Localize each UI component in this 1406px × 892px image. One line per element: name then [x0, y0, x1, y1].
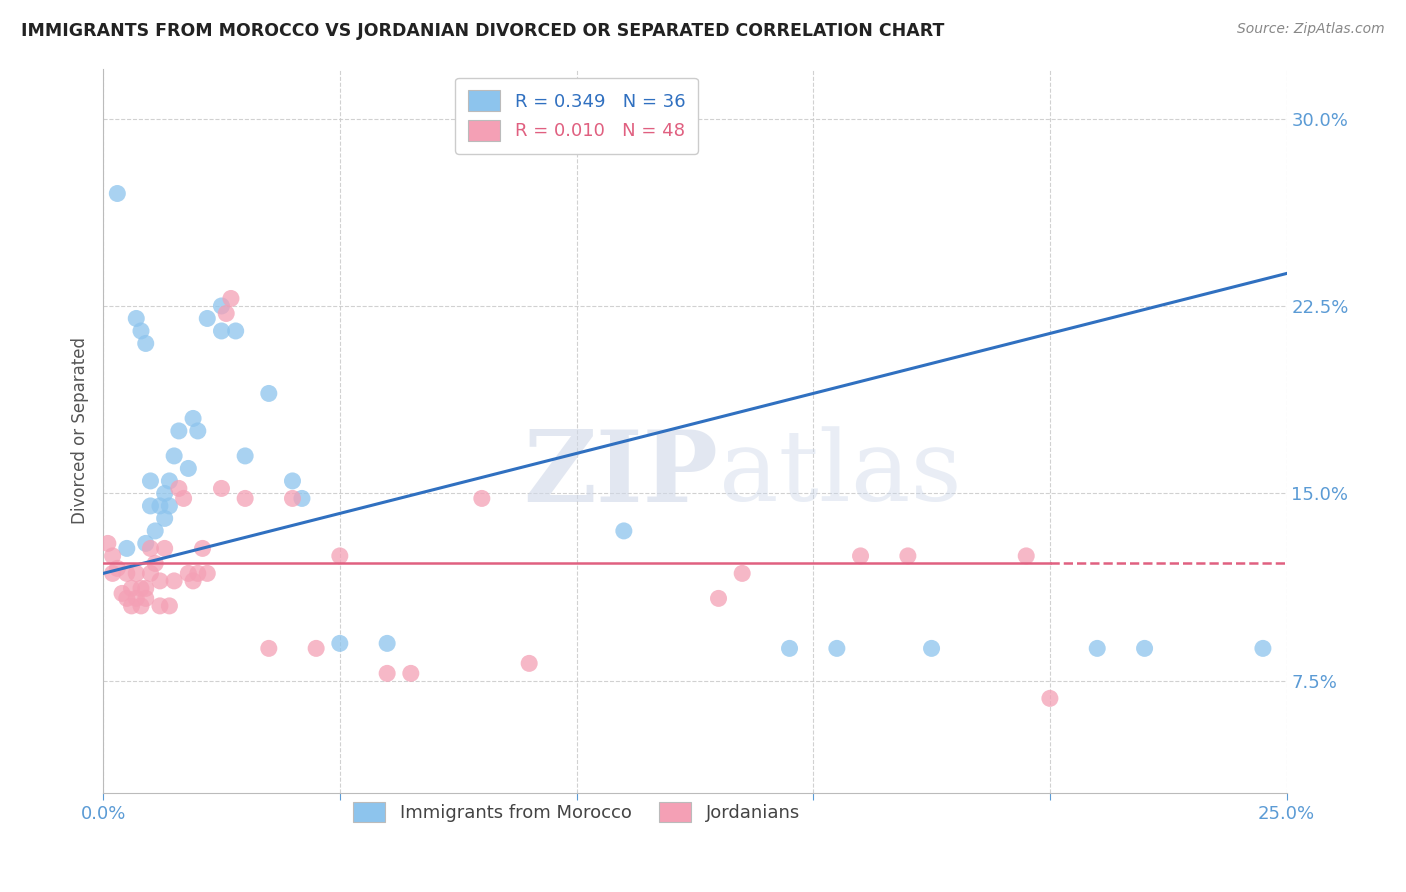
- Point: [779, 641, 801, 656]
- Point: [1039, 691, 1062, 706]
- Point: [471, 491, 494, 506]
- Point: [375, 636, 398, 650]
- Point: [173, 491, 195, 506]
- Point: [129, 599, 152, 613]
- Point: [143, 557, 166, 571]
- Point: [233, 491, 256, 506]
- Point: [707, 591, 730, 606]
- Point: [163, 574, 186, 588]
- Point: [153, 511, 176, 525]
- Point: [135, 591, 157, 606]
- Point: [517, 657, 540, 671]
- Point: [613, 524, 636, 538]
- Point: [115, 541, 138, 556]
- Point: [115, 566, 138, 581]
- Point: [181, 411, 204, 425]
- Point: [105, 186, 128, 201]
- Point: [157, 499, 180, 513]
- Point: [111, 586, 134, 600]
- Point: [257, 386, 280, 401]
- Point: [399, 666, 422, 681]
- Point: [125, 591, 148, 606]
- Point: [233, 449, 256, 463]
- Point: [731, 566, 754, 581]
- Point: [139, 566, 162, 581]
- Point: [177, 461, 200, 475]
- Point: [125, 566, 148, 581]
- Point: [153, 486, 176, 500]
- Point: [149, 499, 172, 513]
- Legend: Immigrants from Morocco, Jordanians: Immigrants from Morocco, Jordanians: [340, 789, 813, 835]
- Point: [181, 574, 204, 588]
- Point: [135, 336, 157, 351]
- Point: [1251, 641, 1274, 656]
- Point: [153, 541, 176, 556]
- Point: [191, 541, 214, 556]
- Point: [101, 549, 124, 563]
- Point: [921, 641, 943, 656]
- Point: [825, 641, 848, 656]
- Point: [195, 311, 218, 326]
- Point: [97, 536, 120, 550]
- Point: [135, 536, 157, 550]
- Point: [329, 636, 352, 650]
- Point: [135, 582, 157, 596]
- Point: [167, 482, 190, 496]
- Point: [211, 324, 233, 338]
- Point: [219, 292, 242, 306]
- Point: [149, 574, 172, 588]
- Point: [211, 299, 233, 313]
- Point: [187, 424, 209, 438]
- Point: [329, 549, 352, 563]
- Text: ZIP: ZIP: [523, 425, 718, 523]
- Point: [125, 311, 148, 326]
- Point: [281, 491, 304, 506]
- Point: [167, 424, 190, 438]
- Point: [177, 566, 200, 581]
- Point: [1133, 641, 1156, 656]
- Point: [163, 449, 186, 463]
- Point: [121, 582, 143, 596]
- Text: Source: ZipAtlas.com: Source: ZipAtlas.com: [1237, 22, 1385, 37]
- Point: [129, 324, 152, 338]
- Point: [225, 324, 247, 338]
- Point: [139, 541, 162, 556]
- Point: [187, 566, 209, 581]
- Text: IMMIGRANTS FROM MOROCCO VS JORDANIAN DIVORCED OR SEPARATED CORRELATION CHART: IMMIGRANTS FROM MOROCCO VS JORDANIAN DIV…: [21, 22, 945, 40]
- Point: [215, 306, 238, 320]
- Point: [849, 549, 872, 563]
- Point: [257, 641, 280, 656]
- Point: [115, 591, 138, 606]
- Point: [157, 599, 180, 613]
- Point: [211, 482, 233, 496]
- Point: [1015, 549, 1038, 563]
- Point: [375, 666, 398, 681]
- Point: [129, 582, 152, 596]
- Point: [149, 599, 172, 613]
- Point: [139, 499, 162, 513]
- Point: [105, 561, 128, 575]
- Point: [281, 474, 304, 488]
- Point: [121, 599, 143, 613]
- Point: [195, 566, 218, 581]
- Point: [143, 524, 166, 538]
- Point: [139, 474, 162, 488]
- Point: [157, 474, 180, 488]
- Text: atlas: atlas: [718, 426, 962, 523]
- Point: [291, 491, 314, 506]
- Point: [1085, 641, 1108, 656]
- Point: [305, 641, 328, 656]
- Point: [101, 566, 124, 581]
- Y-axis label: Divorced or Separated: Divorced or Separated: [72, 337, 89, 524]
- Point: [897, 549, 920, 563]
